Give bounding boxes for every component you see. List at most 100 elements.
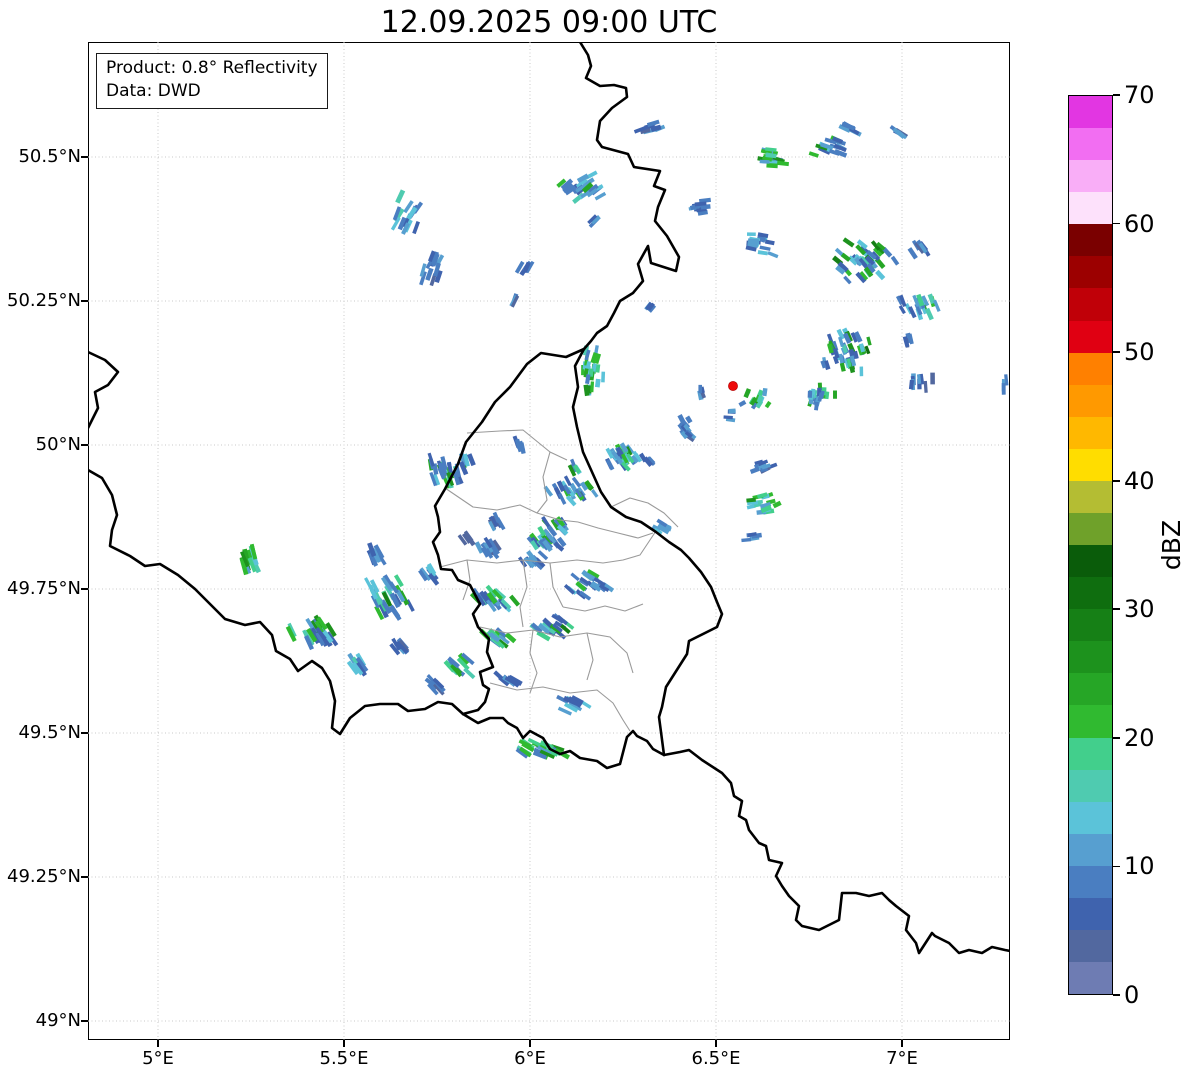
colorbar-segment <box>1069 96 1112 129</box>
colorbar-segment <box>1069 352 1112 385</box>
radar-echo-bin <box>575 178 588 189</box>
radar-echo-bin <box>876 241 886 251</box>
radar-echo-bin <box>615 451 623 461</box>
radar-echo-bin <box>808 151 819 158</box>
radar-echo-bin <box>534 557 546 568</box>
radar-echo-bin <box>556 614 569 626</box>
radar-echo-bin <box>923 380 928 393</box>
colorbar-segment <box>1069 833 1112 866</box>
radar-echo-bin <box>620 453 629 464</box>
radar-echo-bin <box>827 343 835 354</box>
radar-echo-bin <box>683 423 692 434</box>
radar-echo-bin <box>541 516 552 529</box>
radar-echo-bin <box>306 627 318 643</box>
radar-echo-bin <box>395 640 409 654</box>
radar-echo-bin <box>564 185 577 196</box>
radar-echo-bin <box>593 576 606 587</box>
country-border-line <box>571 347 724 757</box>
colorbar-segment <box>1069 962 1112 995</box>
radar-echo-bin <box>403 200 414 214</box>
radar-echo-bin <box>907 247 918 260</box>
canton-border-line <box>489 682 631 732</box>
radar-echo-bin <box>896 129 908 140</box>
radar-echo-bin <box>590 215 601 225</box>
radar-echo-bin <box>684 431 693 439</box>
radar-echo-bin <box>509 594 521 607</box>
radar-echo-bin <box>485 547 494 559</box>
radar-echo-bin <box>866 249 877 260</box>
radar-echo-bin <box>839 362 846 372</box>
radar-echo-bin <box>605 447 614 459</box>
radar-echo-bin <box>412 221 420 235</box>
x-axis-tick-label: 5.5°E <box>319 1048 369 1069</box>
radar-echo-bin <box>314 620 325 635</box>
radar-echo-bin <box>585 374 591 385</box>
radar-echo-bin <box>447 656 460 669</box>
radar-echo-bin <box>456 657 470 671</box>
radar-echo-bin <box>398 639 410 653</box>
radar-echo-bin <box>390 216 401 231</box>
radar-echo-bin <box>747 532 757 537</box>
canton-border-line <box>462 559 471 601</box>
radar-echo-bin <box>563 475 572 487</box>
colorbar-segment <box>1069 577 1112 610</box>
radar-echo-bin <box>433 683 445 696</box>
y-axis-tick-label: 50.5°N <box>18 146 81 167</box>
radar-echo-bin <box>930 372 935 385</box>
colorbar-tick-mark <box>1113 737 1120 739</box>
radar-echo-bin <box>474 541 484 554</box>
radar-echo-bin <box>850 332 858 343</box>
radar-echo-bin <box>594 353 602 364</box>
radar-echo-bin <box>846 358 852 368</box>
country-border-line <box>431 347 586 716</box>
radar-echo-bin <box>570 572 580 582</box>
radar-echo-bin <box>828 148 840 156</box>
radar-echo-bin <box>457 652 470 666</box>
radar-echo-bin <box>837 261 849 273</box>
radar-echo-bin <box>579 481 589 491</box>
radar-echo-bin <box>514 260 525 274</box>
radar-echo-bin <box>325 622 337 638</box>
radar-echo-bin <box>432 677 445 690</box>
radar-echo-bin <box>434 269 443 284</box>
radar-echo-bin <box>586 187 598 198</box>
radar-echo-bin <box>388 581 399 594</box>
radar-echo-bin <box>391 637 402 651</box>
radar-echo-bin <box>429 273 437 287</box>
radar-echo-bin <box>826 333 834 344</box>
radar-echo-bin <box>908 379 915 390</box>
radar-echo-bin <box>646 119 660 127</box>
radar-echo-bin <box>759 501 772 509</box>
country-border-line <box>88 350 120 430</box>
radar-echo-bin <box>355 661 368 677</box>
x-axis-tick-label: 6°E <box>514 1048 546 1069</box>
radar-echo-bin <box>461 532 472 544</box>
x-axis-tick-label: 5°E <box>142 1048 174 1069</box>
country-border-line <box>88 468 465 736</box>
radar-echo-bin <box>487 538 499 553</box>
radar-echo-bin <box>832 347 840 359</box>
colorbar-tick-mark <box>1113 608 1120 611</box>
radar-echo-bin <box>768 462 778 469</box>
radar-echo-bin <box>835 265 846 275</box>
colorbar-tick-label: 70 <box>1124 81 1155 109</box>
radar-echo-bin <box>824 137 837 145</box>
radar-echo-bin <box>498 675 510 687</box>
data-source-label: Data: DWD <box>106 81 201 101</box>
radar-echo-bin <box>368 584 378 600</box>
radar-echo-bin <box>497 634 510 645</box>
radar-echo-bin <box>849 355 857 367</box>
radar-echo-bin <box>580 189 591 199</box>
radar-echo-bin <box>576 173 589 184</box>
radar-echo-bin <box>559 623 571 635</box>
radar-echo-bin <box>418 569 428 582</box>
radar-echo-bin <box>498 598 509 610</box>
radar-echo-bin <box>542 539 553 552</box>
colorbar-segment <box>1069 641 1112 674</box>
canton-border-line <box>466 429 568 461</box>
radar-echo-bin <box>526 550 538 564</box>
radar-echo-bin <box>303 635 315 651</box>
radar-echo-bin <box>373 544 385 560</box>
radar-echo-bin <box>866 336 872 346</box>
